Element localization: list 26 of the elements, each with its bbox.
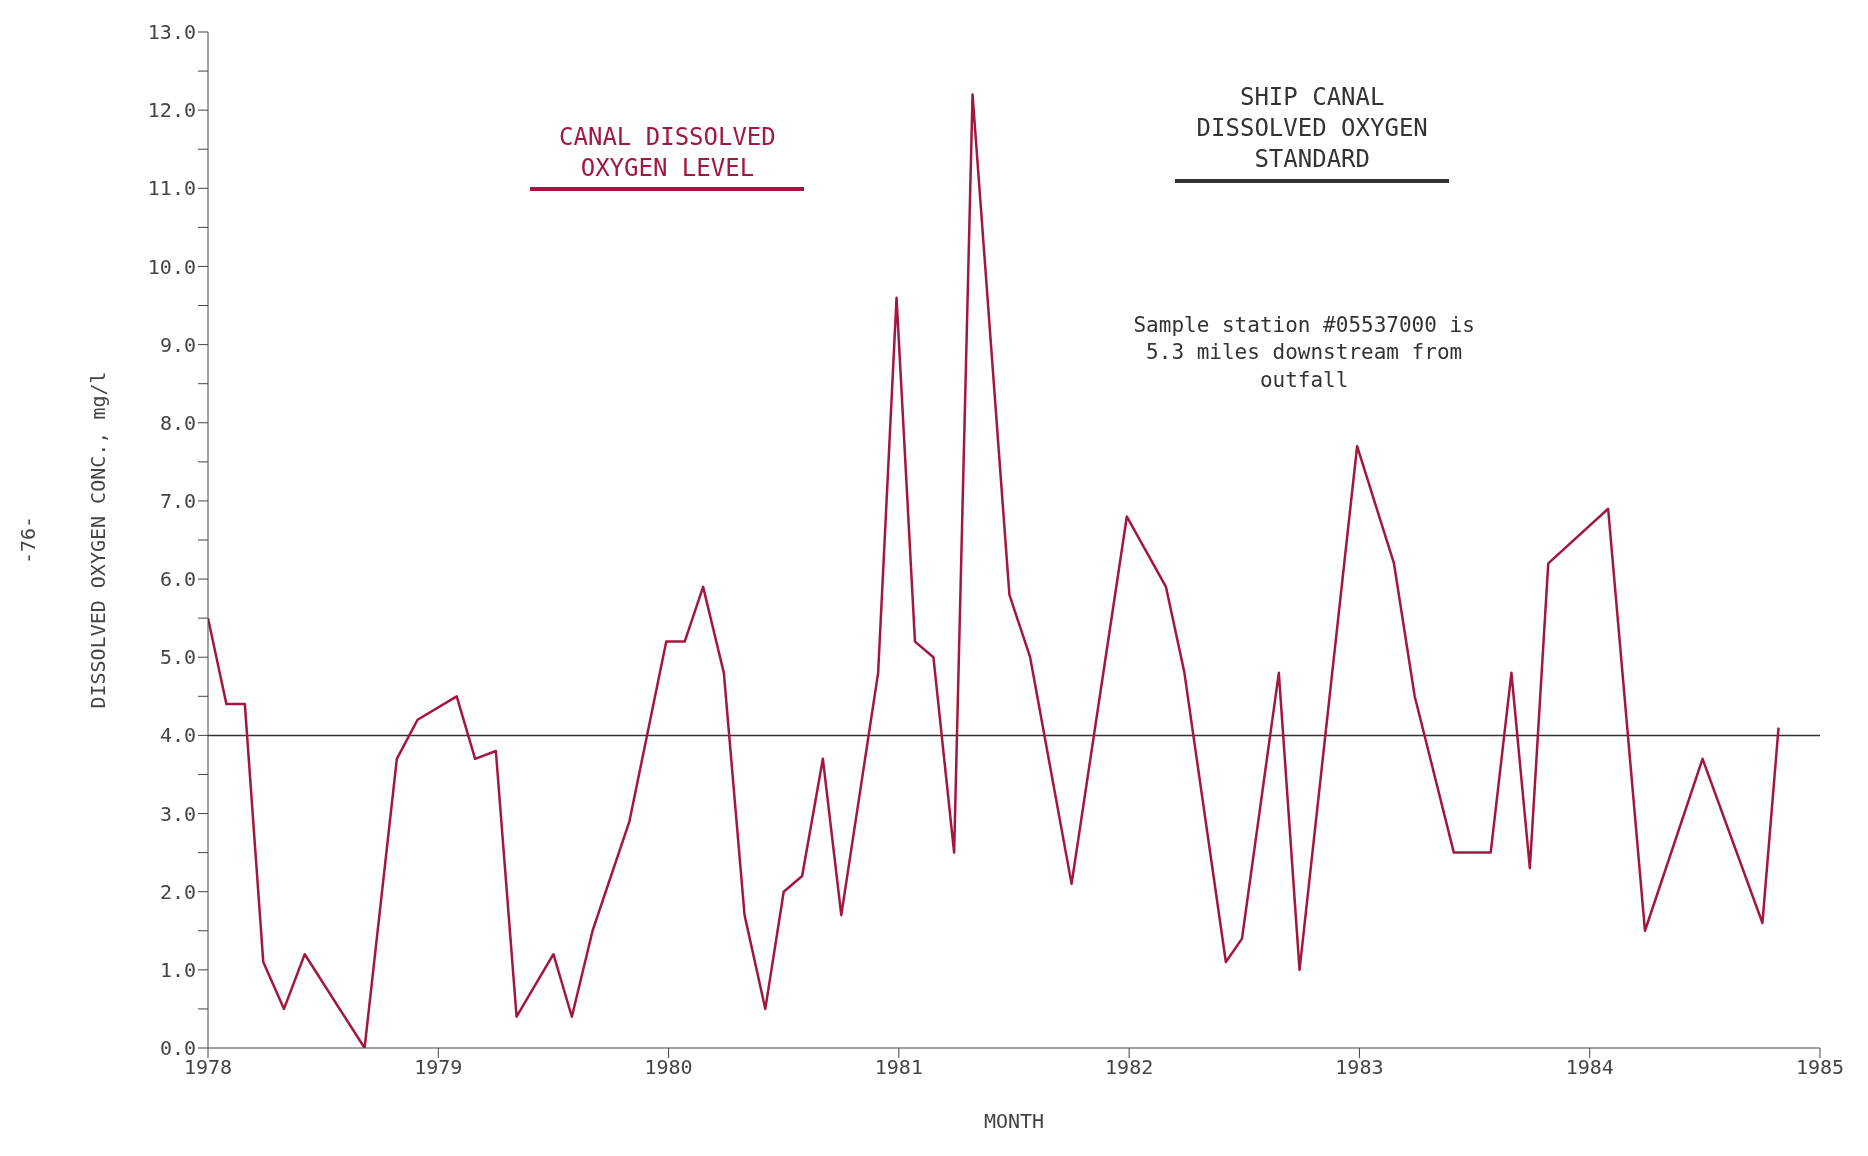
text: CANAL DISSOLVED OXYGEN LEVEL [558, 122, 777, 185]
x-axis-title: MONTH [983, 1109, 1045, 1133]
y-tick-label: 5.0 [159, 645, 196, 670]
y-axis-title: DISSOLVED OXYGEN CONC., mg/l [86, 371, 111, 709]
y-tick-label: 4.0 [159, 723, 196, 748]
ref-line-label: SHIP CANAL DISSOLVED OXYGEN STANDARD [1195, 82, 1429, 176]
y-tick-label: 1.0 [159, 957, 196, 982]
y-tick-label: 6.0 [159, 567, 196, 592]
y-tick-label: 11.0 [147, 176, 196, 201]
annotation: Sample station #05537000 is 5.3 miles downstream from outfall [1132, 312, 1476, 394]
y-tick-label: 13.0 [147, 20, 196, 45]
x-tick-label: 1981 [874, 1055, 923, 1080]
y-tick-label: 7.0 [159, 489, 196, 514]
y-tick-label: 8.0 [159, 410, 196, 435]
text: -76- [16, 515, 41, 565]
x-tick-label: 1982 [1105, 1055, 1154, 1080]
x-tick-label: 1985 [1795, 1055, 1845, 1080]
y-tick-label: 12.0 [147, 98, 196, 123]
y-tick-label: 9.0 [159, 332, 196, 357]
x-tick-label: 1984 [1565, 1055, 1614, 1080]
x-tick-label: 1983 [1335, 1055, 1384, 1080]
x-tick-label: 1980 [644, 1055, 693, 1080]
y-tick-label: 10.0 [147, 254, 196, 279]
x-tick-label: 1979 [414, 1055, 463, 1080]
y-tick-label: 2.0 [159, 879, 196, 904]
y-tick-label: 3.0 [159, 801, 196, 826]
